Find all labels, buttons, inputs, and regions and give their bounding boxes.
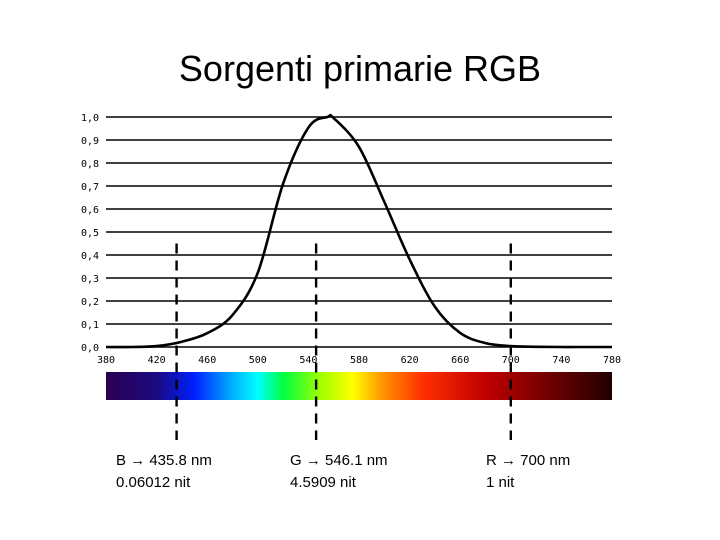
x-tick-label: 380 xyxy=(97,355,115,366)
annotation-green-primary: G → 546.1 nm 4.5909 nit xyxy=(290,450,388,494)
x-tick-label: 460 xyxy=(198,355,216,366)
x-tick-labels: 380 420 460 500 540 580 620 660 700 740 780 xyxy=(97,355,621,366)
x-tick-label: 540 xyxy=(299,355,317,366)
grid-lines xyxy=(106,116,612,348)
x-tick-label: 420 xyxy=(148,355,166,366)
y-tick-label: 0,4 xyxy=(81,251,99,262)
y-tick-label: 0,0 xyxy=(81,343,99,354)
annotation-blue-luminance: 0.06012 nit xyxy=(116,474,191,491)
visible-spectrum-bar xyxy=(106,372,612,400)
y-tick-label: 0,3 xyxy=(81,274,99,285)
x-tick-label: 660 xyxy=(451,355,469,366)
x-tick-label: 700 xyxy=(502,355,520,366)
y-tick-label: 0,5 xyxy=(81,228,99,239)
y-tick-label: 0,6 xyxy=(81,205,99,216)
y-tick-label: 0,8 xyxy=(81,159,99,170)
primary-markers xyxy=(175,243,512,440)
y-tick-label: 1,0 xyxy=(81,113,99,124)
x-tick-label: 620 xyxy=(401,355,419,366)
y-tick-label: 0,1 xyxy=(81,320,99,331)
annotation-blue-wavelength: B → 435.8 nm xyxy=(116,452,212,469)
annotation-green-wavelength: G → 546.1 nm xyxy=(290,452,388,469)
y-tick-label: 0,7 xyxy=(81,182,99,193)
slide-title: Sorgenti primarie RGB xyxy=(178,48,542,89)
luminosity-curve-line xyxy=(105,113,612,349)
x-tick-label: 580 xyxy=(350,355,368,366)
annotation-green-luminance: 4.5909 nit xyxy=(290,474,356,491)
y-tick-labels: 0,0 0,1 0,2 0,3 0,4 0,5 0,6 0,7 0,8 0,9 1,0 xyxy=(81,113,99,354)
luminosity-curve xyxy=(105,113,612,349)
annotation-red-primary: R → 700 nm 1 nit xyxy=(486,450,570,494)
annotation-blue-primary: B → 435.8 nm 0.06012 nit xyxy=(116,450,212,494)
x-tick-label: 740 xyxy=(552,355,570,366)
annotation-red-wavelength: R → 700 nm xyxy=(486,452,571,469)
x-tick-label: 500 xyxy=(249,355,267,366)
annotation-red-luminance: 1 nit xyxy=(486,474,515,491)
x-tick-label: 780 xyxy=(603,355,621,366)
y-tick-label: 0,9 xyxy=(81,136,99,147)
y-tick-label: 0,2 xyxy=(81,297,99,308)
